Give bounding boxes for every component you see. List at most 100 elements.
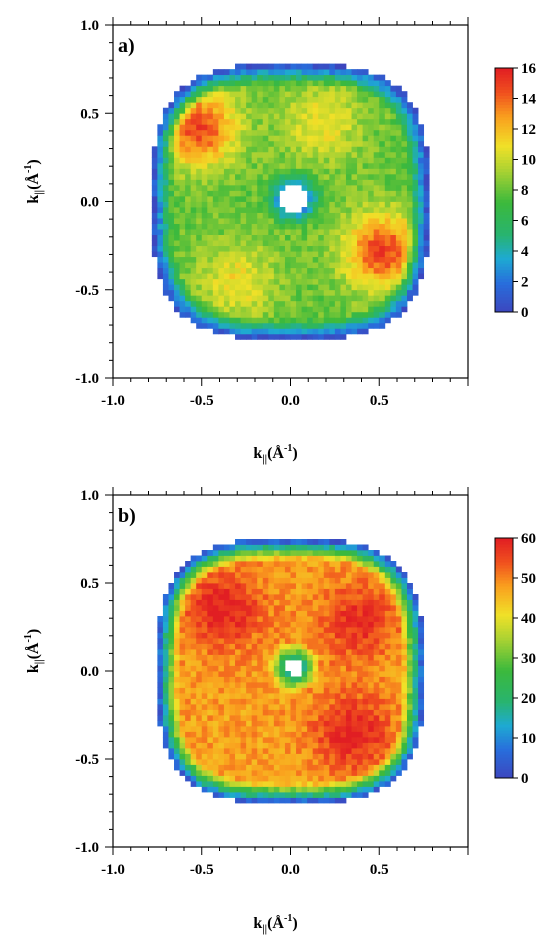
heatmap-cell xyxy=(307,284,314,291)
heatmap-cell xyxy=(257,698,264,705)
heatmap-cell xyxy=(168,218,175,224)
heatmap-cell xyxy=(318,311,325,318)
heatmap-cell xyxy=(196,594,203,600)
heatmap-cell xyxy=(240,80,247,87)
heatmap-cell xyxy=(279,63,286,70)
heatmap-cell xyxy=(251,311,258,318)
heatmap-cell xyxy=(418,643,425,650)
heatmap-cell xyxy=(373,654,380,661)
heatmap-cell xyxy=(373,775,380,782)
heatmap-cell xyxy=(357,627,364,633)
heatmap-cell xyxy=(273,157,280,164)
heatmap-cell xyxy=(223,742,230,749)
heatmap-cell xyxy=(223,179,230,186)
heatmap-cell xyxy=(218,162,225,169)
heatmap-cell xyxy=(290,748,297,754)
heatmap-cell xyxy=(284,300,291,307)
heatmap-cell xyxy=(318,676,325,683)
heatmap-cell xyxy=(207,698,214,705)
heatmap-cell xyxy=(345,775,352,782)
heatmap-cell xyxy=(223,124,230,131)
heatmap-cell xyxy=(229,643,236,650)
heatmap-cell xyxy=(279,610,286,617)
heatmap-cell xyxy=(318,135,325,142)
heatmap-cell xyxy=(384,676,391,683)
heatmap-cell xyxy=(307,643,314,650)
heatmap-cell xyxy=(379,770,386,776)
heatmap-cell xyxy=(290,786,297,793)
heatmap-cell xyxy=(201,599,208,606)
heatmap-cell xyxy=(318,654,325,661)
heatmap-cell xyxy=(334,753,341,760)
heatmap-cell xyxy=(412,632,419,639)
heatmap-cell xyxy=(218,643,225,650)
heatmap-cell xyxy=(207,168,214,175)
heatmap-cell xyxy=(329,251,336,258)
heatmap-cell xyxy=(323,610,330,617)
heatmap-cell xyxy=(212,129,219,136)
heatmap-cell xyxy=(412,616,419,622)
heatmap-cell xyxy=(351,311,358,318)
heatmap-cell xyxy=(312,676,319,683)
colorbar-tick-label: 4 xyxy=(521,244,529,260)
heatmap-cell xyxy=(284,649,291,655)
heatmap-cell xyxy=(157,151,164,158)
heatmap-cell xyxy=(384,599,391,606)
heatmap-cell xyxy=(190,742,197,749)
colorbar-segment xyxy=(495,147,513,151)
heatmap-cell xyxy=(368,113,375,120)
heatmap-cell xyxy=(246,550,253,556)
heatmap-cell xyxy=(190,698,197,705)
heatmap-cell xyxy=(174,742,180,749)
heatmap-cell xyxy=(207,704,214,710)
heatmap-cell xyxy=(323,223,330,230)
heatmap-cell xyxy=(223,295,230,302)
heatmap-cell xyxy=(179,726,186,732)
heatmap-cell xyxy=(168,212,175,219)
heatmap-cell xyxy=(162,179,169,186)
heatmap-cell xyxy=(284,555,291,562)
heatmap-cell xyxy=(290,278,297,285)
heatmap-cell xyxy=(251,660,258,666)
heatmap-cell xyxy=(212,295,219,302)
heatmap-cell xyxy=(212,671,219,677)
heatmap-cell xyxy=(235,616,241,622)
heatmap-cell xyxy=(379,715,386,721)
colorbar-segment xyxy=(495,643,513,647)
heatmap-cell xyxy=(373,649,380,655)
heatmap-cell xyxy=(345,726,352,732)
colorbar-segment xyxy=(495,156,513,160)
heatmap-cell xyxy=(351,632,358,639)
heatmap-cell xyxy=(351,328,358,335)
colorbar-segment xyxy=(495,652,513,656)
heatmap-cell xyxy=(340,764,347,771)
heatmap-cell xyxy=(301,660,308,666)
heatmap-cell xyxy=(340,550,347,556)
heatmap-cell xyxy=(174,168,180,175)
heatmap-cell xyxy=(362,687,369,694)
colorbar-segment xyxy=(495,77,513,81)
heatmap-cell xyxy=(384,240,391,247)
heatmap-cell xyxy=(151,184,158,191)
heatmap-cell xyxy=(246,168,253,175)
heatmap-cell xyxy=(384,605,391,611)
heatmap-cell xyxy=(301,654,308,661)
heatmap-cell xyxy=(201,267,208,274)
heatmap-cell xyxy=(185,168,192,175)
heatmap-cell xyxy=(279,555,286,562)
heatmap-cell xyxy=(190,306,197,313)
heatmap-cell xyxy=(151,173,158,180)
heatmap-cell xyxy=(318,632,325,639)
heatmap-cell xyxy=(229,572,236,578)
heatmap-cell xyxy=(229,311,236,318)
heatmap-cell xyxy=(340,599,347,606)
heatmap-cell xyxy=(362,91,369,98)
heatmap-cell xyxy=(279,207,286,213)
heatmap-cell xyxy=(196,764,203,771)
colorbar-segment xyxy=(495,757,513,761)
heatmap-cell xyxy=(379,610,386,617)
heatmap-cell xyxy=(390,720,397,727)
heatmap-cell xyxy=(357,605,364,611)
heatmap-cell xyxy=(345,561,352,567)
heatmap-cell xyxy=(340,797,347,804)
